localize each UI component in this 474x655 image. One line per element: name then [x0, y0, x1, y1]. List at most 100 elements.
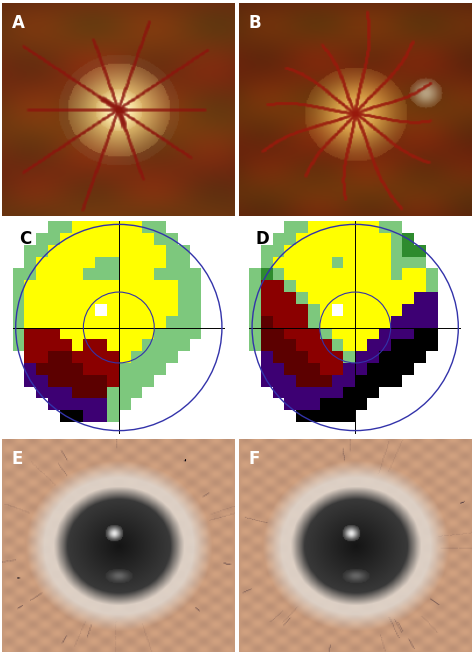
Bar [414, 269, 426, 280]
Bar [332, 269, 343, 280]
Bar [12, 269, 24, 280]
Bar [355, 292, 367, 304]
Bar [48, 328, 60, 339]
Text: B: B [248, 14, 261, 32]
Bar [332, 292, 343, 304]
Bar [83, 375, 95, 386]
Bar [414, 245, 426, 257]
Bar [367, 233, 379, 245]
Bar [308, 292, 320, 304]
Bar [24, 328, 36, 339]
Bar [402, 269, 414, 280]
Bar [154, 363, 166, 375]
Bar [60, 292, 72, 304]
Bar [119, 375, 131, 386]
Bar [83, 351, 95, 363]
Bar [332, 363, 343, 375]
Bar [60, 316, 72, 328]
Bar [391, 363, 402, 375]
Bar [402, 257, 414, 269]
Bar [273, 245, 284, 257]
Bar [131, 328, 142, 339]
Bar [402, 363, 414, 375]
Bar [367, 328, 379, 339]
Bar [391, 245, 402, 257]
Bar [95, 351, 107, 363]
Bar [24, 280, 36, 292]
Bar [355, 328, 367, 339]
Bar [72, 375, 83, 386]
Bar [154, 292, 166, 304]
Bar [95, 269, 107, 280]
Bar [142, 245, 154, 257]
Bar [320, 351, 332, 363]
Bar [154, 351, 166, 363]
Bar [355, 269, 367, 280]
Bar [332, 316, 343, 328]
Bar [83, 280, 95, 292]
Bar [296, 221, 308, 233]
Bar [48, 233, 60, 245]
Bar [107, 269, 119, 280]
Bar [36, 280, 48, 292]
Bar [343, 375, 355, 386]
Bar [107, 280, 119, 292]
Bar [95, 245, 107, 257]
Bar [72, 398, 83, 410]
Bar [367, 316, 379, 328]
Bar [249, 328, 261, 339]
Bar [107, 245, 119, 257]
Bar [249, 304, 261, 316]
Bar [391, 328, 402, 339]
Bar [142, 257, 154, 269]
Bar [142, 339, 154, 351]
Bar [131, 363, 142, 375]
Bar [355, 245, 367, 257]
Bar [379, 292, 391, 304]
Bar [332, 339, 343, 351]
Bar [60, 351, 72, 363]
Bar [24, 351, 36, 363]
Bar [48, 245, 60, 257]
Text: E: E [12, 450, 23, 468]
Bar [273, 339, 284, 351]
Bar [261, 375, 273, 386]
Bar [320, 304, 332, 316]
Bar [296, 245, 308, 257]
Bar [154, 304, 166, 316]
Bar [343, 410, 355, 422]
Bar [343, 328, 355, 339]
Bar [391, 316, 402, 328]
Bar [12, 280, 24, 292]
Bar [332, 351, 343, 363]
Bar [107, 304, 119, 316]
Bar [131, 351, 142, 363]
Bar [142, 328, 154, 339]
Bar [24, 316, 36, 328]
Bar [72, 328, 83, 339]
Bar [320, 269, 332, 280]
Bar [261, 269, 273, 280]
Bar [60, 386, 72, 398]
Bar [308, 245, 320, 257]
Bar [296, 386, 308, 398]
Bar [284, 328, 296, 339]
Bar [379, 375, 391, 386]
Bar [48, 339, 60, 351]
Bar [72, 410, 83, 422]
Bar [95, 386, 107, 398]
Bar [166, 269, 178, 280]
Bar [142, 316, 154, 328]
Bar [308, 257, 320, 269]
Bar [166, 292, 178, 304]
Bar [308, 375, 320, 386]
Bar [284, 257, 296, 269]
Bar [391, 351, 402, 363]
Bar [48, 398, 60, 410]
Bar [60, 221, 72, 233]
Bar [367, 257, 379, 269]
Bar [48, 304, 60, 316]
Bar [391, 292, 402, 304]
Bar [391, 339, 402, 351]
Bar [320, 221, 332, 233]
